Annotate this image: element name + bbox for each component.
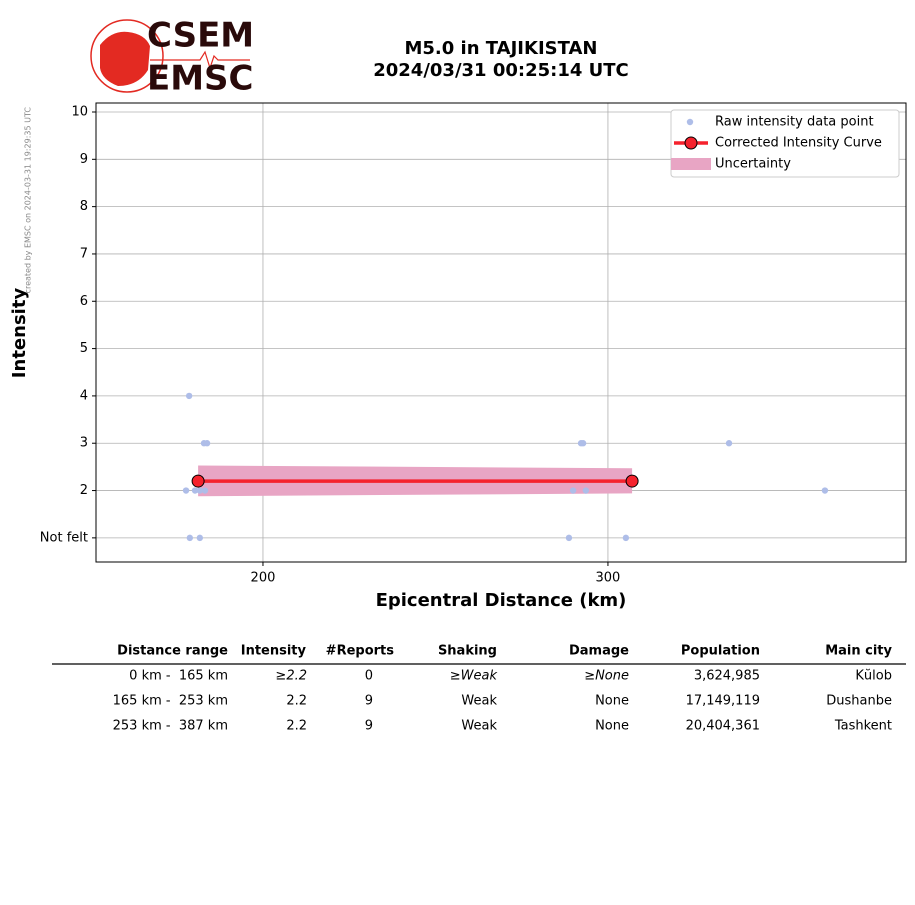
- data-point: [821, 487, 829, 494]
- chart-title: M5.0 in TAJIKISTAN: [404, 38, 597, 59]
- legend-box: [670, 109, 900, 178]
- table-header: Population: [681, 644, 760, 659]
- data-point: [185, 392, 193, 400]
- y-tick-label: 10: [71, 104, 88, 119]
- y-tick-label: 4: [80, 388, 88, 403]
- table-header: Main city: [825, 644, 892, 659]
- table-header: Distance range: [117, 644, 228, 659]
- logo-text: CSEM: [147, 16, 254, 56]
- y-tick-label: 2: [80, 483, 88, 498]
- table-cell: 0 km - 165 km: [129, 669, 228, 684]
- logo-circle: [90, 19, 164, 93]
- table-cell: ≥2.2: [275, 669, 307, 684]
- table-header: Shaking: [438, 644, 497, 659]
- legend-marker: [684, 136, 698, 150]
- data-point: [201, 487, 209, 494]
- y-tick-label: 5: [80, 341, 88, 356]
- x-axis-label: Epicentral Distance (km): [376, 590, 627, 611]
- logo-wave: [150, 50, 250, 70]
- data-point: [196, 487, 204, 494]
- curve-marker: [625, 474, 639, 488]
- table-header: #Reports: [326, 644, 395, 659]
- chart-subtitle: 2024/03/31 00:25:14 UTC: [373, 60, 629, 81]
- table-header: Damage: [569, 644, 629, 659]
- table-header: Intensity: [241, 644, 307, 659]
- data-point: [725, 440, 733, 447]
- curve-marker: [191, 474, 205, 488]
- table-cell: 165 km - 253 km: [113, 694, 228, 709]
- y-tick-label: 9: [80, 152, 88, 167]
- y-tick-label: 6: [80, 294, 88, 309]
- table-cell: 17,149,119: [686, 694, 760, 709]
- legend-marker: [686, 118, 694, 126]
- table-cell: 253 km - 387 km: [113, 719, 228, 734]
- table-cell: 9: [365, 694, 373, 709]
- table-cell: 0: [365, 669, 373, 684]
- credit: created by EMSC on 2024-03-31 19:29:35 U…: [24, 107, 33, 294]
- plot-frame: [95, 102, 907, 563]
- y-tick-label: 7: [80, 246, 88, 261]
- logo: CSEM EMSC: [90, 16, 254, 99]
- table-cell: 2.2: [286, 694, 307, 709]
- data-point: [565, 534, 573, 542]
- data-point: [182, 487, 190, 494]
- data-point: [186, 534, 194, 542]
- table-cell: None: [595, 719, 629, 734]
- data-point: [203, 440, 211, 447]
- data-point: [191, 487, 199, 494]
- y-axis-label: Intensity: [9, 288, 30, 379]
- table-cell: 3,624,985: [694, 669, 760, 684]
- x-tick-label: 300: [596, 571, 621, 586]
- legend-label: Raw intensity data point: [715, 115, 874, 130]
- table-cell: 9: [365, 719, 373, 734]
- table-cell: Kŭlob: [855, 669, 892, 684]
- legend-label: Uncertainty: [715, 157, 791, 172]
- legend-label: Corrected Intensity Curve: [715, 136, 882, 151]
- table-cell: Weak: [461, 694, 497, 709]
- table-cell: Dushanbe: [826, 694, 892, 709]
- data-point: [569, 487, 577, 494]
- table-cell: Tashkent: [834, 719, 892, 734]
- table-cell: 20,404,361: [686, 719, 760, 734]
- logo-text: EMSC: [147, 59, 254, 99]
- data-point: [579, 440, 587, 447]
- table-cell: None: [595, 694, 629, 709]
- y-tick-label: Not felt: [40, 530, 88, 545]
- data-point: [582, 487, 590, 494]
- table-cell: 2.2: [286, 719, 307, 734]
- data-point: [196, 534, 204, 542]
- table-cell: ≥Weak: [450, 669, 498, 684]
- x-tick-label: 200: [251, 571, 276, 586]
- legend-marker: [671, 158, 711, 170]
- y-tick-label: 3: [80, 436, 88, 451]
- data-point: [622, 534, 630, 542]
- table-cell: ≥None: [584, 669, 629, 684]
- table-cell: Weak: [461, 719, 497, 734]
- logo-map: [100, 31, 150, 86]
- y-tick-label: 8: [80, 199, 88, 214]
